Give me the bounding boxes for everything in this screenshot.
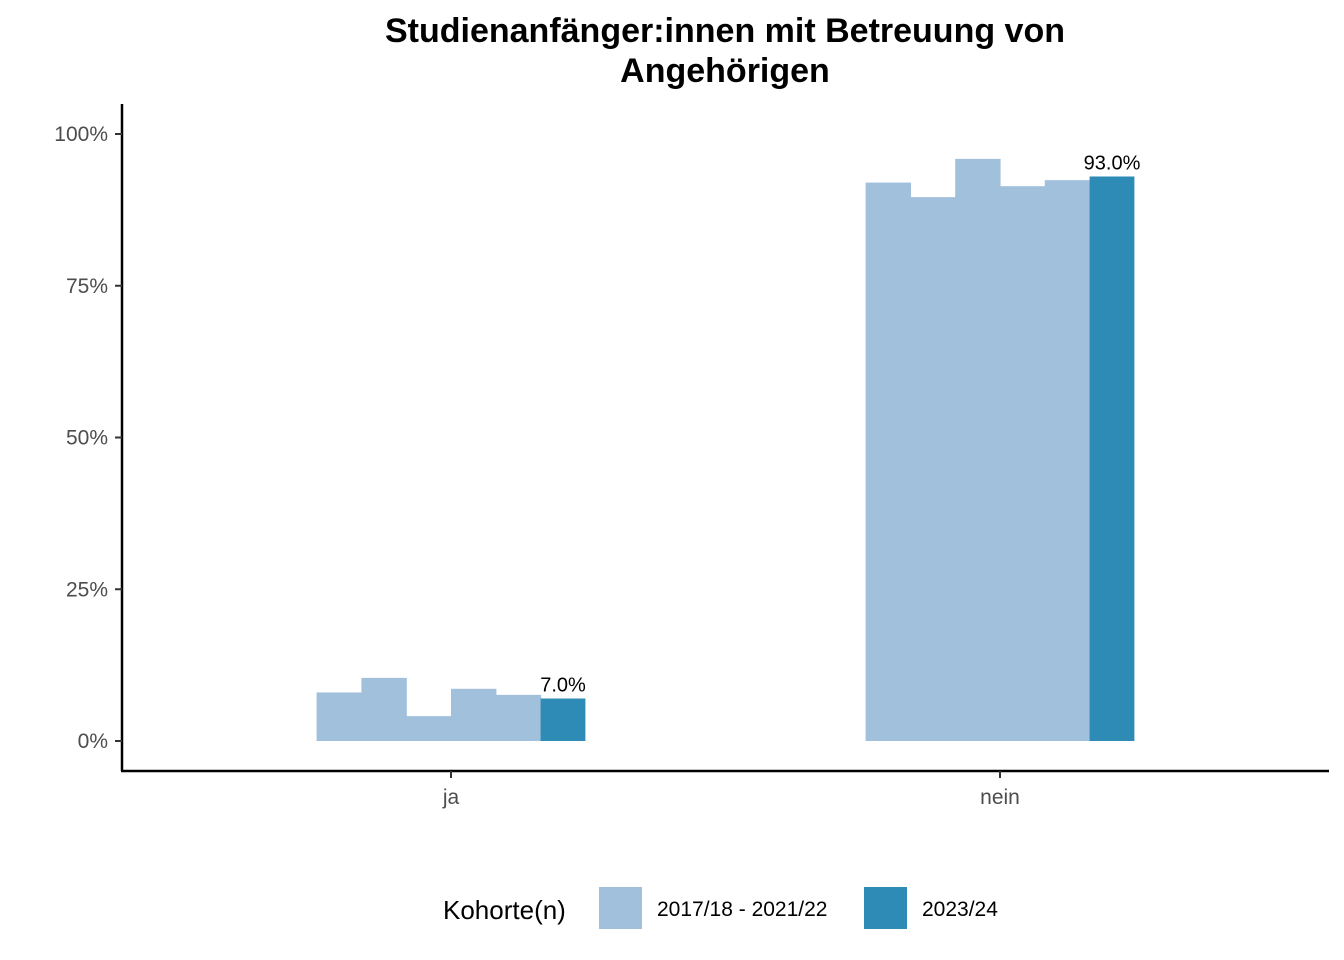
bar-previous-cohort bbox=[955, 158, 1001, 742]
y-tick-label: 0% bbox=[78, 730, 108, 753]
plot-area: 7.0% 93.0% bbox=[316, 152, 1141, 742]
y-tick-label: 100% bbox=[54, 123, 108, 146]
bar-previous-cohort bbox=[495, 694, 542, 741]
bar-previous-cohort bbox=[451, 688, 497, 741]
y-tick-label: 50% bbox=[66, 427, 108, 450]
legend: Kohorte(n) 2017/18 - 2021/22 2023/24 bbox=[443, 887, 998, 929]
bar-previous-cohort bbox=[865, 182, 911, 741]
x-tick-label: ja bbox=[442, 786, 460, 809]
bar-previous-cohort bbox=[1000, 186, 1046, 741]
y-tick-label: 75% bbox=[66, 275, 108, 298]
y-axis-ticks: 0% 25% 50% 75% 100% bbox=[54, 123, 122, 753]
bar-previous-cohort bbox=[910, 197, 956, 742]
bar-current-cohort bbox=[540, 698, 586, 741]
bar-previous-cohort bbox=[316, 692, 362, 741]
bar-previous-cohort bbox=[406, 716, 452, 741]
bar-current-cohort bbox=[1089, 176, 1135, 742]
legend-title: Kohorte(n) bbox=[443, 895, 566, 925]
bar-data-label: 93.0% bbox=[1084, 152, 1141, 174]
chart-title-line-1: Studienanfänger:innen mit Betreuung von bbox=[385, 12, 1065, 50]
legend-swatch-previous bbox=[599, 887, 642, 929]
legend-swatch-current bbox=[864, 887, 907, 929]
bar-previous-cohort bbox=[1044, 180, 1091, 741]
legend-label-previous: 2017/18 - 2021/22 bbox=[657, 898, 827, 921]
bar-data-label: 7.0% bbox=[540, 675, 586, 697]
x-axis-ticks: ja nein bbox=[442, 771, 1020, 809]
y-tick-label: 25% bbox=[66, 578, 108, 601]
chart-title-line-2: Angehörigen bbox=[620, 52, 830, 90]
bar-previous-cohort bbox=[361, 677, 407, 741]
legend-label-current: 2023/24 bbox=[922, 898, 998, 921]
x-tick-label: nein bbox=[980, 786, 1020, 809]
